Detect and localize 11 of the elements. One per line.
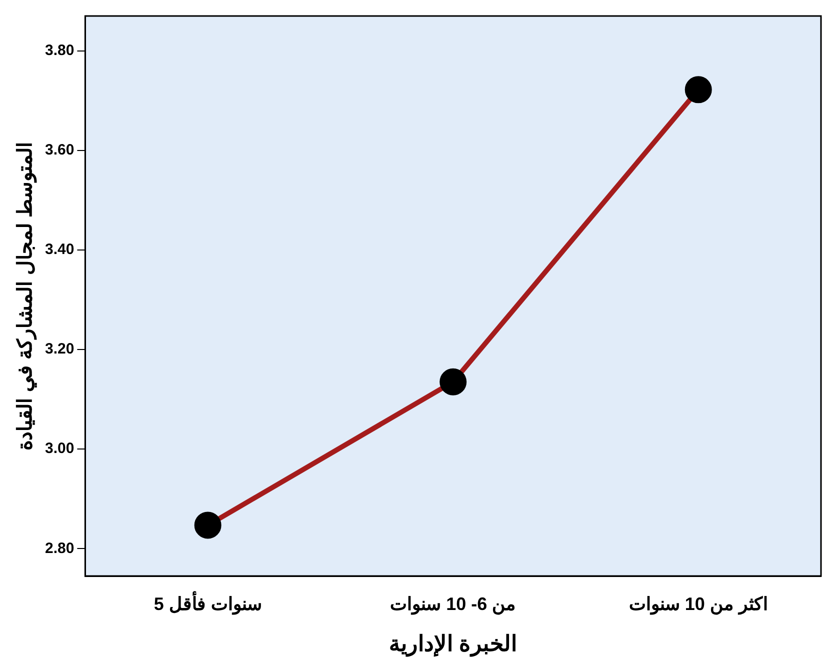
x-tick-label: 5 سنوات فأقل	[154, 590, 262, 615]
x-axis-title: الخبرة الإدارية	[389, 630, 518, 658]
y-axis-title: المتوسط لمجال المشاركة في القيادة	[14, 141, 38, 451]
y-tick-label: 3.20	[44, 340, 74, 358]
y-tick-label: 3.00	[44, 440, 74, 458]
x-tick-label: من 6- 10 سنوات	[390, 594, 516, 615]
y-tick-label: 3.60	[44, 142, 74, 159]
y-tick-label: 2.80	[44, 540, 74, 557]
x-tick-label: اكثر من 10 سنوات	[628, 594, 768, 615]
y-tick-label: 3.80	[44, 42, 74, 59]
y-tick-label: 3.40	[44, 241, 74, 258]
